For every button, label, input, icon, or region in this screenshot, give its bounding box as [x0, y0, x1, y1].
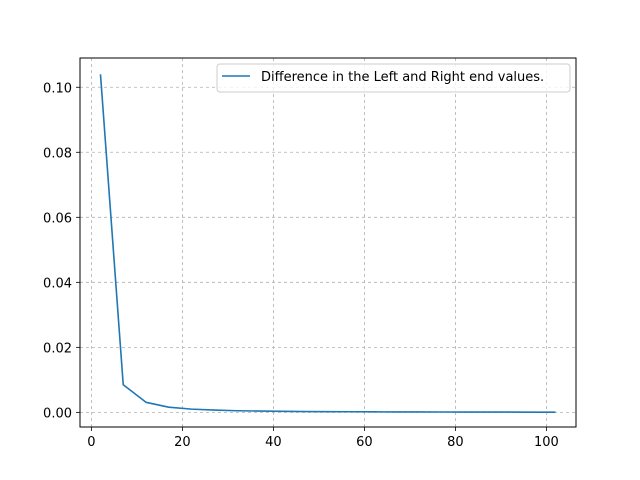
y-tick-label: 0.10 [43, 81, 72, 96]
y-tick-label: 0.08 [43, 146, 72, 161]
x-axis: 0 20 40 60 80 100 [87, 427, 559, 450]
series-line [99, 74, 556, 413]
y-tick-label: 0.04 [43, 276, 72, 291]
legend: Difference in the Left and Right end val… [216, 63, 571, 93]
legend-label: Difference in the Left and Right end val… [261, 70, 544, 85]
x-tick-label: 20 [174, 435, 191, 450]
y-axis: 0.00 0.02 0.04 0.06 0.08 0.10 [43, 81, 80, 421]
x-tick-label: 40 [265, 435, 282, 450]
y-tick-label: 0.00 [43, 406, 72, 421]
series-layer [99, 74, 556, 413]
y-tick-label: 0.02 [43, 341, 72, 356]
x-tick-label: 100 [534, 435, 559, 450]
legend-box [216, 63, 571, 93]
x-tick-label: 0 [87, 435, 95, 450]
y-tick-label: 0.06 [43, 211, 72, 226]
axes-frame [79, 57, 577, 428]
x-tick-label: 60 [356, 435, 373, 450]
x-tick-label: 80 [447, 435, 464, 450]
